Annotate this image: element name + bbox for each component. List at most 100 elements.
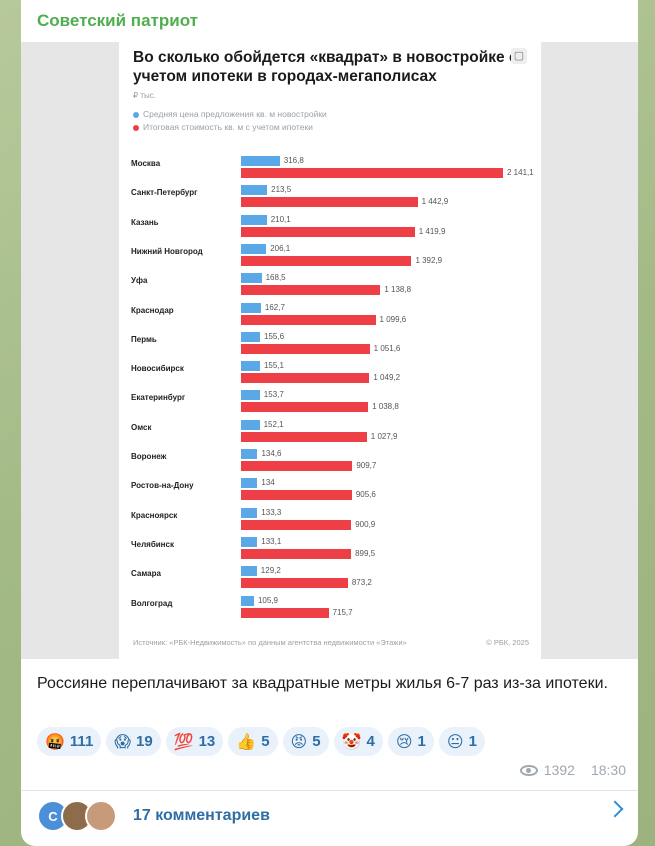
- data-label: 155,6: [264, 331, 285, 341]
- cursing-face-icon: 🤬: [45, 732, 65, 751]
- data-label: 909,7: [356, 461, 377, 470]
- category-label: Волгоград: [131, 598, 173, 608]
- chart-source: Источник: «РБК-Недвижимость» по данным а…: [133, 638, 407, 647]
- bar-avg-price: [241, 302, 261, 313]
- data-label: 134: [261, 478, 275, 488]
- data-label: 1 442,9: [421, 197, 449, 207]
- reaction-count: 4: [366, 733, 375, 750]
- bar-avg-price: [241, 449, 258, 459]
- bar-total-cost: [241, 197, 418, 208]
- category-label: Челябинск: [131, 539, 174, 549]
- reaction-button[interactable]: 🤬 111: [37, 727, 102, 756]
- data-label: 133,3: [261, 507, 282, 517]
- eye-icon: [519, 764, 538, 776]
- category-label: Ростов-на-Дону: [131, 481, 194, 491]
- data-label: 213,5: [271, 185, 292, 195]
- category-label: Самара: [131, 569, 161, 579]
- reaction-button[interactable]: 💯 13: [165, 727, 224, 756]
- data-label: 899,5: [355, 548, 376, 558]
- post-image[interactable]: Во сколько обойдется «квадрат» в новостр…: [21, 42, 638, 659]
- post-meta: 1392 18:30: [519, 762, 626, 778]
- data-label: 129,2: [260, 566, 281, 576]
- category-label: Красноярск: [131, 510, 178, 520]
- bar-total-cost: [241, 285, 381, 296]
- category-label: Омск: [131, 422, 152, 432]
- data-label: 1 051,6: [373, 343, 401, 353]
- post-time: 18:30: [590, 762, 626, 778]
- legend-item-total: Итоговая стоимость кв. м с учетом ипотек…: [133, 121, 327, 134]
- reaction-button[interactable]: 😐 1: [438, 727, 485, 756]
- data-label: 155,1: [263, 361, 284, 371]
- chart-copyright: © РБК, 2025: [486, 638, 529, 647]
- data-label: 152,1: [263, 419, 284, 429]
- reaction-count: 1: [417, 733, 426, 750]
- hundred-icon: 💯: [173, 732, 194, 751]
- category-label: Москва: [131, 159, 161, 168]
- bar-total-cost: [241, 548, 352, 559]
- bar-avg-price: [241, 185, 268, 196]
- bar-total-cost: [241, 314, 376, 325]
- category-label: Воронеж: [131, 452, 167, 461]
- bar-avg-price: [241, 536, 258, 547]
- category-label: Нижний Новгород: [131, 246, 203, 256]
- reaction-count: 5: [312, 733, 321, 750]
- data-label: 162,7: [264, 302, 285, 312]
- data-label: 168,5: [265, 273, 286, 283]
- channel-name[interactable]: Советский патриот: [37, 11, 198, 30]
- commenter-avatars: С: [37, 800, 117, 832]
- avatar: [85, 800, 117, 832]
- bar-avg-price: [241, 507, 258, 518]
- reaction-count: 111: [69, 733, 94, 750]
- bar-avg-price: [241, 595, 254, 606]
- data-label: 715,7: [332, 607, 353, 617]
- infographic: Во сколько обойдется «квадрат» в новостр…: [119, 42, 541, 659]
- bar-total-cost: [241, 431, 367, 442]
- category-label: Санкт-Петербург: [131, 188, 198, 198]
- data-label: 1 419,9: [418, 226, 446, 236]
- unit-label: ₽ тыс.: [133, 91, 156, 100]
- category-label: Уфа: [131, 276, 148, 286]
- reaction-button[interactable]: 🤡 4: [333, 727, 383, 756]
- data-label: 1 027,9: [370, 431, 398, 441]
- data-label: 210,1: [270, 214, 291, 224]
- bar-chart: Москва 316,8 2 141,1 Санкт-Петербург 213,5 1 …: [119, 42, 541, 659]
- bar-avg-price: [241, 478, 258, 489]
- reaction-button[interactable]: 👍 5: [228, 727, 278, 756]
- data-label: 1 099,6: [379, 314, 407, 324]
- divider: [21, 790, 638, 791]
- data-label: 105,9: [257, 595, 278, 605]
- bar-total-cost: [241, 461, 353, 471]
- data-label: 905,6: [355, 490, 376, 500]
- data-label: 1 392,9: [415, 255, 443, 265]
- reaction-button[interactable]: 😱 19: [106, 727, 161, 756]
- reaction-button[interactable]: 😡 5: [282, 727, 329, 756]
- data-label: 133,1: [261, 536, 282, 546]
- legend-label-avg: Средняя цена предложения кв. м новострой…: [143, 109, 327, 119]
- bar-total-cost: [241, 607, 329, 618]
- channel-post: Советский патриот Во сколько обойдется «…: [21, 0, 638, 846]
- bar-total-cost: [241, 373, 370, 384]
- bar-total-cost: [241, 578, 348, 589]
- reaction-button[interactable]: 😢 1: [387, 727, 434, 756]
- chevron-right-icon: [606, 800, 624, 818]
- bar-avg-price: [241, 273, 262, 284]
- comments-button[interactable]: С 17 комментариев: [37, 798, 627, 834]
- legend-item-avg: Средняя цена предложения кв. м новострой…: [133, 108, 327, 121]
- data-label: 1 138,8: [384, 285, 412, 295]
- data-label: 153,7: [263, 390, 284, 400]
- reaction-count: 1: [468, 733, 477, 750]
- screaming-face-icon: 😱: [114, 732, 131, 751]
- data-label: 1 049,2: [373, 373, 401, 383]
- category-label: Краснодар: [131, 305, 174, 315]
- bar-total-cost: [241, 402, 369, 413]
- crying-face-icon: 😢: [395, 732, 413, 751]
- bar-avg-price: [241, 361, 260, 372]
- bar-total-cost: [241, 519, 352, 530]
- data-label: 134,6: [261, 449, 282, 458]
- bar-avg-price: [241, 214, 267, 225]
- data-label: 206,1: [270, 243, 291, 253]
- legend-blue-dot-icon: [133, 111, 139, 118]
- bar-total-cost: [241, 168, 503, 178]
- reaction-count: 19: [135, 733, 153, 750]
- bar-avg-price: [241, 390, 260, 401]
